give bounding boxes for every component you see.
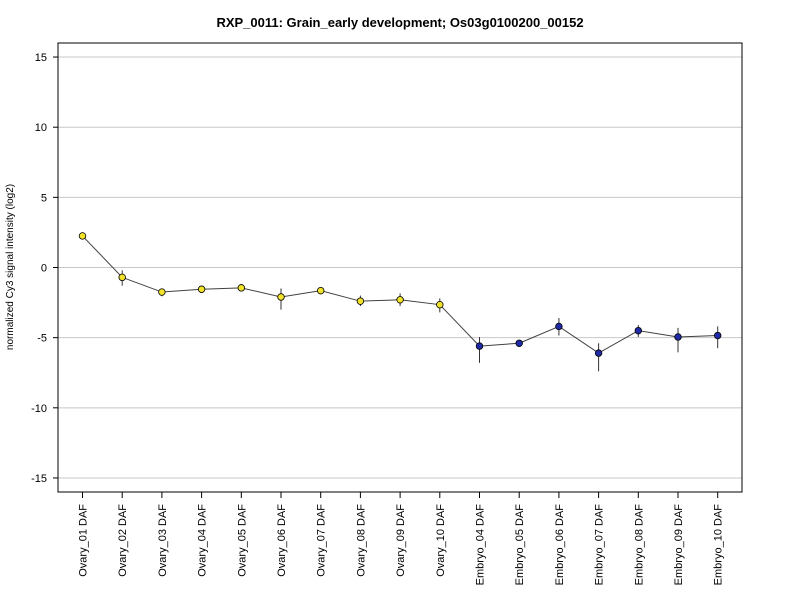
data-point bbox=[118, 273, 126, 282]
data-point bbox=[158, 288, 166, 296]
x-tick-label: Embryo_10 DAF bbox=[713, 504, 725, 586]
x-tick-label: Embryo_07 DAF bbox=[594, 504, 606, 586]
x-tick-label: Ovary_05 DAF bbox=[236, 504, 248, 577]
x-tick-label: Ovary_07 DAF bbox=[316, 504, 328, 577]
data-point bbox=[436, 300, 444, 309]
x-tick-label: Embryo_08 DAF bbox=[633, 504, 645, 586]
y-tick-label: -5 bbox=[37, 333, 47, 345]
x-tick-label: Embryo_06 DAF bbox=[554, 504, 566, 586]
data-point bbox=[356, 297, 365, 305]
data-point bbox=[515, 339, 523, 347]
x-tick-label: Embryo_05 DAF bbox=[514, 504, 526, 586]
chart-title: RXP_0011: Grain_early development; Os03g… bbox=[216, 15, 583, 30]
x-tick-label: Ovary_06 DAF bbox=[276, 504, 288, 577]
data-point bbox=[555, 322, 563, 331]
y-axis-label: normalized Cy3 signal intensity (log2) bbox=[5, 184, 16, 350]
data-point bbox=[634, 326, 642, 335]
y-tick-label: 0 bbox=[41, 263, 47, 275]
x-tick-label: Ovary_02 DAF bbox=[117, 504, 129, 577]
y-tick-label: -15 bbox=[31, 473, 47, 485]
x-tick-label: Ovary_01 DAF bbox=[78, 504, 90, 577]
x-tick-label: Ovary_04 DAF bbox=[197, 504, 209, 577]
data-point bbox=[475, 342, 484, 350]
data-point bbox=[237, 284, 245, 292]
data-point bbox=[674, 333, 682, 341]
data-point bbox=[594, 349, 603, 357]
grid-lines bbox=[58, 56, 742, 479]
x-tick-label: Embryo_04 DAF bbox=[475, 504, 487, 586]
y-tick-label: 15 bbox=[35, 52, 47, 64]
data-point bbox=[78, 232, 87, 240]
plot-frame bbox=[57, 42, 743, 493]
data-point bbox=[197, 285, 206, 293]
x-tick-label: Ovary_10 DAF bbox=[435, 504, 447, 577]
y-tick-label: 5 bbox=[41, 192, 47, 204]
y-axis: -15 -10 -5 0 5 10 15 bbox=[31, 52, 58, 485]
y-tick-label: 10 bbox=[35, 122, 47, 134]
x-tick-label: Ovary_08 DAF bbox=[355, 504, 367, 577]
data-point bbox=[396, 296, 404, 304]
x-tick-label: Ovary_03 DAF bbox=[157, 504, 169, 577]
data-point bbox=[317, 286, 325, 295]
series bbox=[78, 232, 722, 372]
data-point bbox=[277, 293, 285, 301]
x-axis: Ovary_01 DAF Ovary_02 DAF Ovary_03 DAF Ovar… bbox=[78, 492, 725, 585]
x-tick-label: Ovary_09 DAF bbox=[395, 504, 407, 577]
y-tick-label: -10 bbox=[31, 403, 47, 415]
data-point bbox=[714, 331, 722, 340]
x-tick-label: Embryo_09 DAF bbox=[673, 504, 685, 586]
